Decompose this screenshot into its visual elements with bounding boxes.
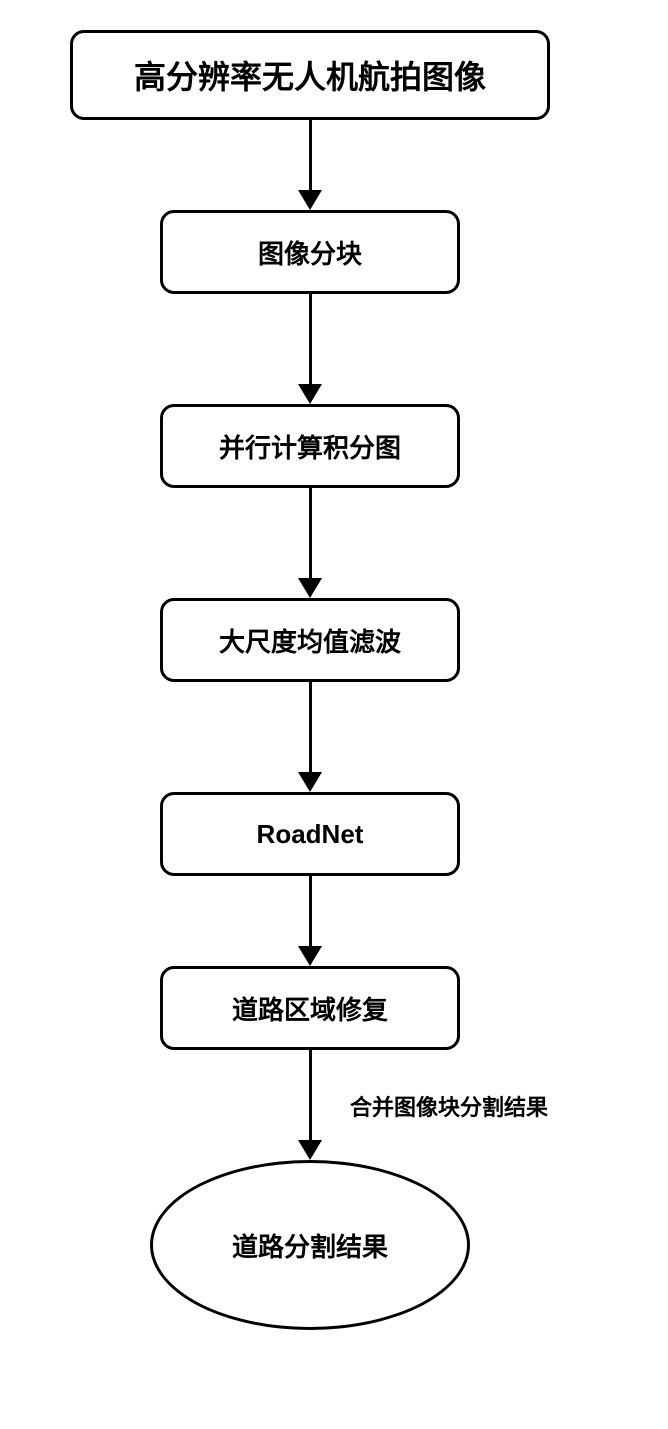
arrow-head xyxy=(298,384,322,404)
node-integral-image: 并行计算积分图 xyxy=(160,404,460,488)
arrow-line xyxy=(309,488,312,578)
arrow-line xyxy=(309,120,312,190)
node-road-repair: 道路区域修复 xyxy=(160,966,460,1050)
arrow-head xyxy=(298,772,322,792)
arrow-head xyxy=(298,946,322,966)
arrow xyxy=(290,488,330,598)
arrow-head xyxy=(298,190,322,210)
arrow-head xyxy=(298,578,322,598)
node-mean-filter: 大尺度均值滤波 xyxy=(160,598,460,682)
node-roadnet: RoadNet xyxy=(160,792,460,876)
node-input-image: 高分辨率无人机航拍图像 xyxy=(70,30,550,120)
node-label: 并行计算积分图 xyxy=(219,428,401,465)
node-label: 图像分块 xyxy=(258,234,362,271)
arrow-line xyxy=(309,1050,312,1140)
edge-label-merge: 合并图像块分割结果 xyxy=(350,1090,548,1122)
node-label: 高分辨率无人机航拍图像 xyxy=(134,52,486,98)
arrow xyxy=(290,294,330,404)
node-label: 道路区域修复 xyxy=(232,990,388,1027)
arrow xyxy=(290,682,330,792)
flowchart-container: 高分辨率无人机航拍图像 图像分块 并行计算积分图 大尺度均值滤波 RoadNet… xyxy=(40,30,580,1330)
node-result: 道路分割结果 xyxy=(150,1160,470,1330)
node-image-block: 图像分块 xyxy=(160,210,460,294)
arrow-line xyxy=(309,294,312,384)
arrow-head xyxy=(298,1140,322,1160)
node-label: RoadNet xyxy=(257,819,364,850)
arrow-line xyxy=(309,876,312,946)
arrow xyxy=(290,120,330,210)
node-label: 道路分割结果 xyxy=(232,1227,388,1264)
node-label: 大尺度均值滤波 xyxy=(219,622,401,659)
arrow: 合并图像块分割结果 xyxy=(290,1050,330,1160)
arrow-line xyxy=(309,682,312,772)
arrow xyxy=(290,876,330,966)
